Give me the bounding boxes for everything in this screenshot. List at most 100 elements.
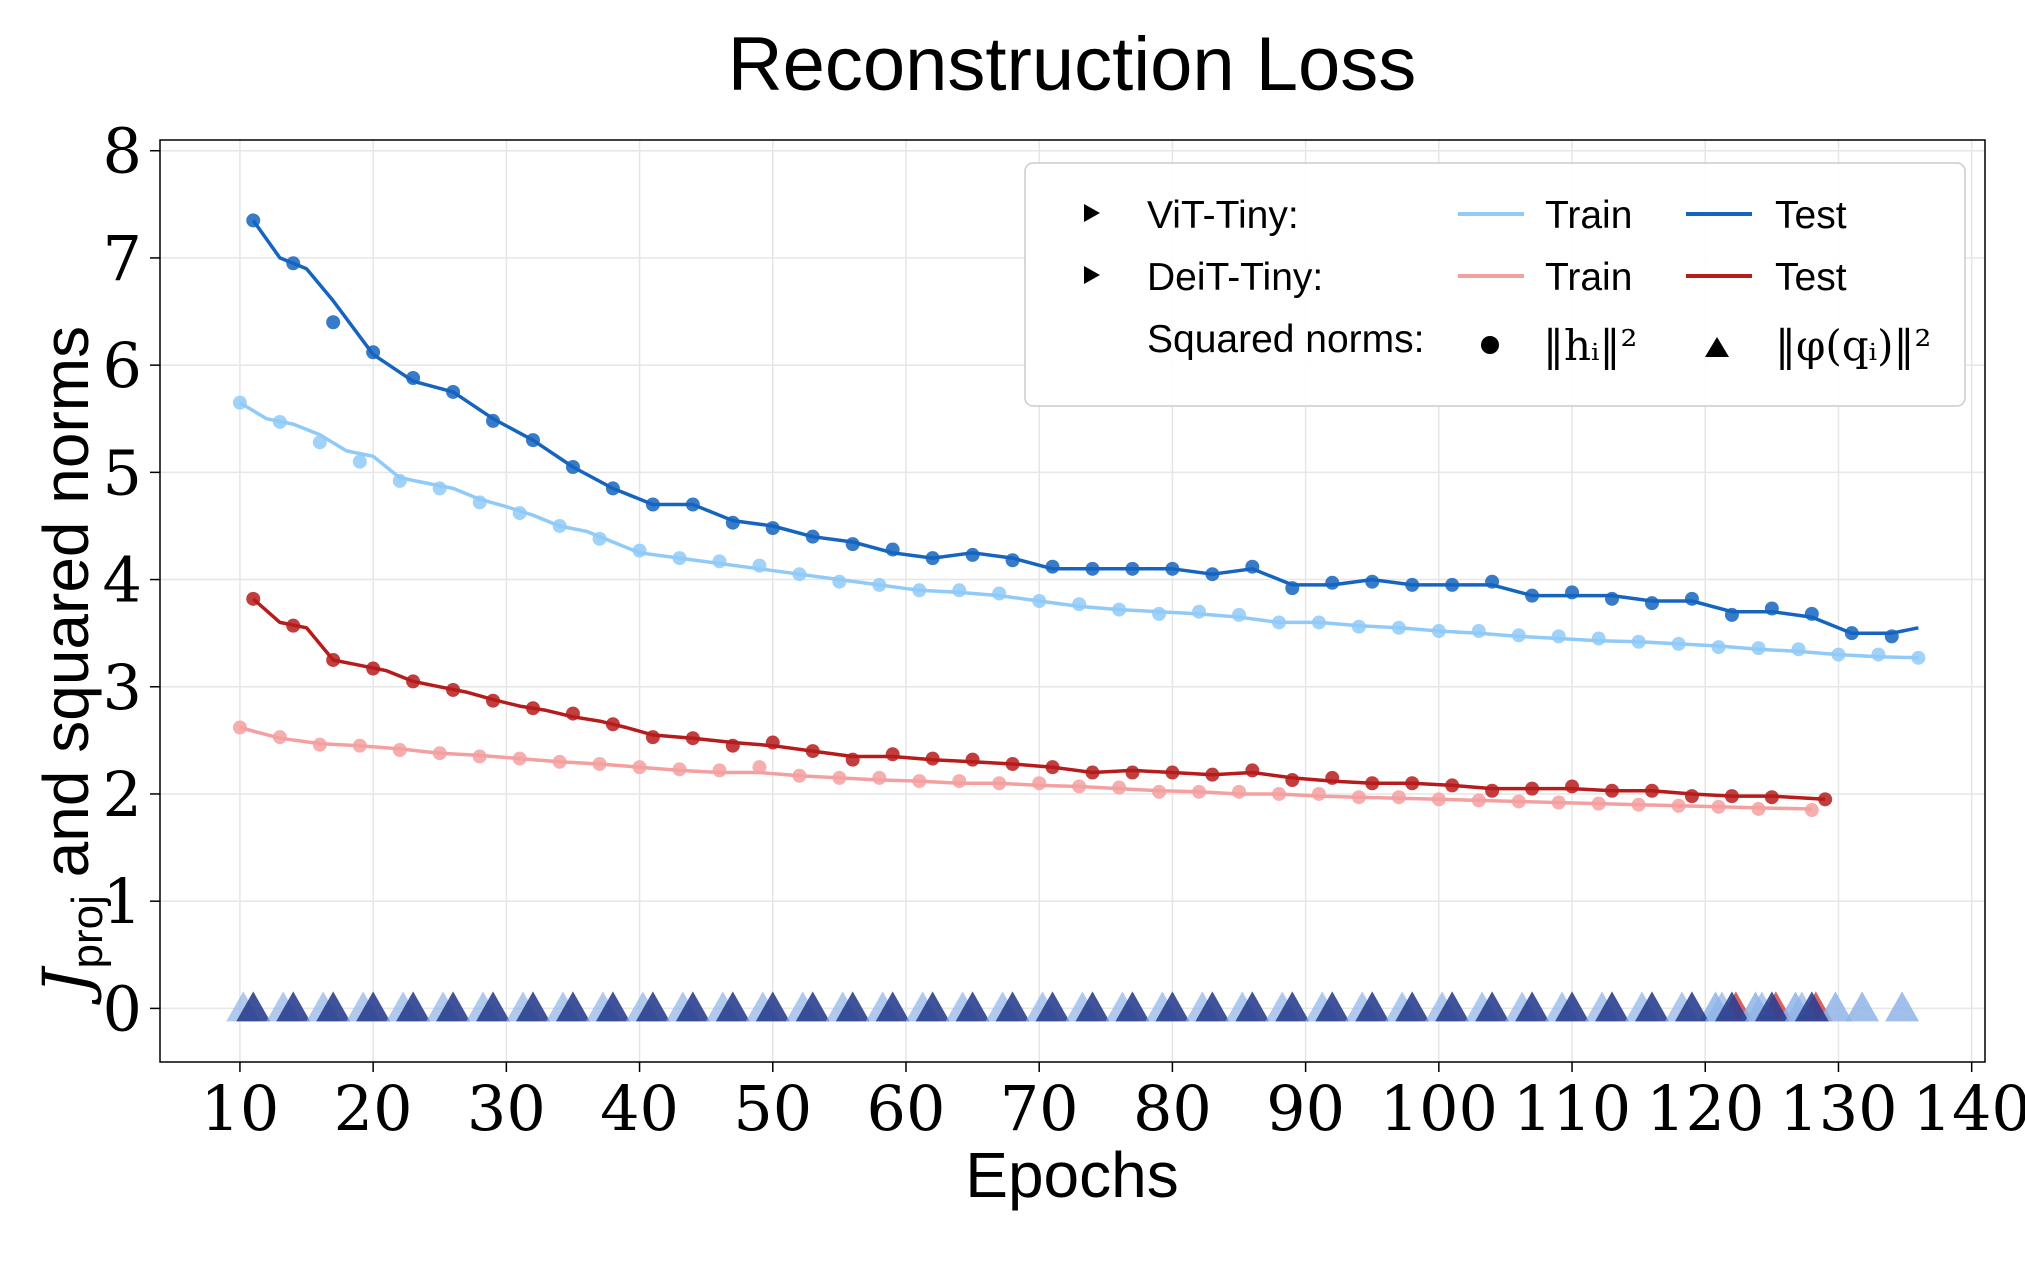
deit-tiny-train-marker (272, 730, 287, 745)
deit-tiny-test-marker (1285, 773, 1300, 788)
vit-tiny-test-marker (1565, 585, 1580, 600)
deit-tiny-test-marker (1684, 789, 1699, 804)
legend-circle-marker-icon (1481, 336, 1499, 354)
triangle-marker-vit-train (1885, 991, 1920, 1022)
vit-tiny-train-marker (312, 435, 327, 450)
triangle-marker-vit-test (1035, 991, 1070, 1022)
vit-tiny-test-marker (1525, 588, 1540, 603)
vit-tiny-train-marker (992, 586, 1007, 601)
triangle-marker-vit-test (1794, 991, 1829, 1022)
vit-tiny-test-marker (605, 481, 620, 496)
deit-tiny-test-marker (1644, 783, 1659, 798)
deit-tiny-test-marker (486, 693, 501, 708)
plot-frame (159, 139, 1986, 1063)
deit-tiny-test-marker (1365, 776, 1380, 791)
vit-tiny-test-marker (1605, 591, 1620, 606)
triangle-marker-vit-test (1155, 991, 1190, 1022)
deit-tiny-train-marker (1232, 784, 1247, 799)
vit-tiny-train-marker (352, 454, 367, 469)
x-tick-label: 40 (600, 1072, 679, 1145)
vit-tiny-train-marker (472, 495, 487, 510)
deit-tiny-train-marker (512, 751, 527, 766)
x-tick-label: 110 (1513, 1072, 1631, 1145)
x-tick-label: 80 (1133, 1072, 1212, 1145)
legend-deit-label: DeiT-Tiny: (1147, 256, 1323, 299)
deit-tiny-test-marker (645, 730, 660, 745)
deit-tiny-train-marker (352, 738, 367, 753)
vit-tiny-test-marker (1485, 574, 1500, 589)
vit-tiny-train-marker (1431, 624, 1446, 639)
deit-tiny-test-marker (1764, 790, 1779, 805)
deit-tiny-test-marker (1165, 765, 1180, 780)
vit-tiny-test-marker (1165, 561, 1180, 576)
vit-tiny-train-marker (1232, 607, 1247, 622)
triangle-marker-vit-test (1435, 991, 1470, 1022)
x-tick-label: 100 (1380, 1072, 1498, 1145)
x-tick-label: 140 (1913, 1072, 2025, 1145)
deit-tiny-test-marker (765, 735, 780, 750)
vit-tiny-train-marker (1032, 594, 1047, 608)
vit-tiny-train-line (239, 401, 1919, 660)
triangle-marker-vit-test (1595, 991, 1630, 1022)
triangle-marker-vit-test (1555, 991, 1590, 1022)
triangle-marker-vit-test (1075, 991, 1110, 1022)
x-tick-label: 30 (467, 1072, 546, 1145)
deit-tiny-train-marker (672, 762, 687, 777)
vit-tiny-test-marker (925, 551, 940, 566)
legend-box (1024, 162, 1966, 407)
triangle-marker-vit-test (835, 991, 870, 1022)
deit-tiny-test-marker (1005, 756, 1020, 771)
legend-triangle-marker-icon (1705, 337, 1729, 357)
triangle-marker-vit-test (875, 991, 910, 1022)
deit-tiny-train-marker (752, 760, 767, 775)
vit-tiny-test-marker (1405, 577, 1420, 592)
vit-tiny-test-marker (1005, 553, 1020, 568)
series-layer (232, 213, 1926, 818)
triangle-marker-vit-test (316, 991, 351, 1022)
vit-tiny-test-marker (1245, 559, 1260, 574)
vit-tiny-train-marker (1751, 641, 1766, 656)
triangle-marker-vit-test (1515, 991, 1550, 1022)
axes: 10 20 30 40 50 60 70 80 90 100 110 120 130 140 0 1 2 3 4 5 6… (103, 115, 2025, 1145)
deit-tiny-train-marker (1751, 801, 1766, 816)
vit-tiny-train-marker (1671, 636, 1686, 651)
deit-tiny-train-marker (792, 768, 807, 783)
deit-tiny-test-marker (565, 706, 580, 721)
vit-tiny-test-marker (1804, 606, 1819, 621)
vit-tiny-test-marker (885, 542, 900, 557)
legend-norms-label: Squared norms: (1147, 318, 1424, 361)
deit-tiny-test-marker (246, 591, 261, 606)
vit-tiny-test-marker (486, 413, 501, 428)
triangle-marker-vit-test (955, 991, 990, 1022)
x-axis-label: Epochs (965, 1139, 1178, 1211)
deit-tiny-test-marker (446, 682, 461, 697)
vit-tiny-test-marker (1125, 561, 1140, 576)
vit-tiny-train-marker (392, 473, 407, 488)
deit-tiny-train-marker (1192, 784, 1207, 799)
vit-tiny-train-marker (952, 583, 967, 598)
deit-tiny-test-marker (725, 738, 740, 753)
triangle-marker-vit-test (795, 991, 830, 1022)
triangle-marker-vit-test (1115, 991, 1150, 1022)
deit-tiny-test-marker (965, 752, 980, 767)
deit-tiny-train-marker (912, 774, 927, 789)
triangle-marker-vit-test (1674, 991, 1709, 1022)
chart-title: Reconstruction Loss (728, 22, 1417, 107)
vit-tiny-test-marker (1724, 607, 1739, 622)
deit-tiny-train-marker (1271, 786, 1286, 801)
deit-tiny-train-marker (1671, 798, 1686, 813)
x-tick-label: 50 (733, 1072, 812, 1145)
deit-tiny-train-marker (1431, 792, 1446, 807)
y-tick-label: 2 (103, 758, 142, 831)
vit-tiny-test-marker (1045, 559, 1060, 574)
vit-tiny-test-marker (965, 547, 980, 562)
deit-tiny-train-marker (232, 720, 247, 735)
triangle-marker-vit-test (1195, 991, 1230, 1022)
vit-tiny-train-marker (1631, 634, 1646, 649)
vit-tiny-train-marker (272, 414, 287, 429)
x-tick-label: 90 (1266, 1072, 1345, 1145)
vit-tiny-train-marker (1152, 606, 1167, 621)
deit-tiny-train-marker (1351, 790, 1366, 805)
triangle-marker-vit-test (755, 991, 790, 1022)
deit-tiny-train-marker (1391, 790, 1406, 805)
